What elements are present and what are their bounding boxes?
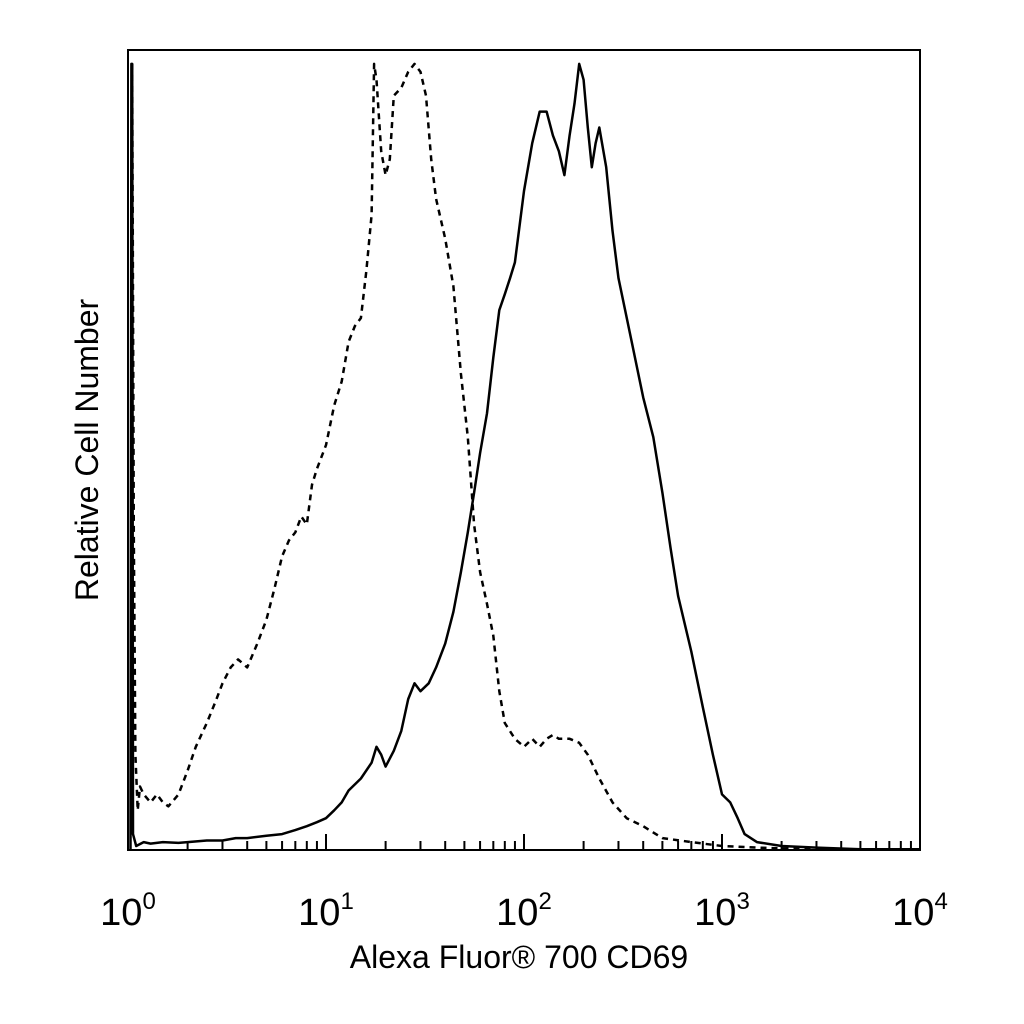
x-tick-base: 10 xyxy=(298,892,340,934)
series-line-dashed xyxy=(130,62,920,851)
series-line-solid xyxy=(129,62,920,851)
x-tick-exponent: 2 xyxy=(538,888,551,915)
x-axis-ticks xyxy=(127,834,921,850)
x-tick-label: 102 xyxy=(496,888,552,934)
x-axis-tick-labels: 100 101 102 103 104 xyxy=(100,888,948,934)
x-tick-label: 101 xyxy=(298,888,354,934)
x-tick-exponent: 1 xyxy=(340,888,353,915)
x-tick-base: 10 xyxy=(694,892,736,934)
x-tick-base: 10 xyxy=(496,892,538,934)
x-tick-label: 100 xyxy=(100,888,156,934)
plot-frame xyxy=(127,49,921,851)
x-tick-label: 104 xyxy=(892,888,948,934)
x-tick-exponent: 0 xyxy=(142,888,155,915)
x-tick-base: 10 xyxy=(892,892,934,934)
y-axis-title: Relative Cell Number xyxy=(69,298,105,601)
x-tick-exponent: 3 xyxy=(736,888,749,915)
x-axis-title: Alexa Fluor® 700 CD69 xyxy=(350,939,688,975)
x-tick-label: 103 xyxy=(694,888,750,934)
series-layer xyxy=(129,62,920,851)
x-tick-base: 10 xyxy=(100,892,142,934)
x-tick-exponent: 4 xyxy=(934,888,947,915)
